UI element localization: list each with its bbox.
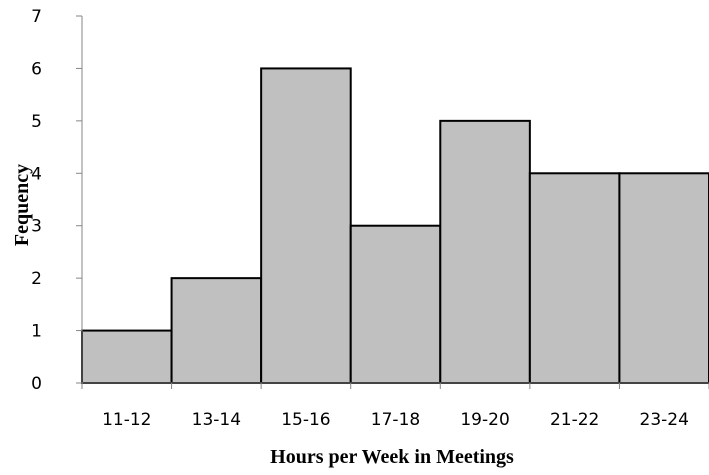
bar-11-12 (81, 329, 173, 385)
x-tick-label: 11-12 (102, 410, 151, 430)
bar-13-14 (170, 277, 263, 384)
bar-17-18 (349, 224, 442, 384)
x-tick-label: 13-14 (192, 410, 241, 430)
bar-19-20 (439, 119, 531, 384)
x-tick-label: 17-18 (371, 410, 420, 430)
bar-21-22 (528, 172, 621, 384)
y-tick-label: 1 (31, 322, 42, 342)
y-tick-label: 5 (31, 112, 42, 132)
x-axis-title: Hours per Week in Meetings (270, 446, 514, 468)
x-tick-label: 19-20 (460, 410, 509, 430)
x-tick-label: 23-24 (640, 410, 689, 430)
y-tick-label: 7 (31, 7, 42, 27)
x-ticks-layer: 11-12 13-14 15-16 17-18 19-20 21-22 23-24 (81, 383, 709, 430)
y-ticks-layer: 0 1 2 3 4 5 6 7 (31, 7, 82, 394)
bars-layer (81, 67, 709, 385)
y-tick-label: 6 (31, 59, 42, 79)
y-tick-label: 4 (31, 164, 42, 184)
bar-15-16 (260, 67, 352, 385)
y-tick-label: 3 (31, 217, 42, 237)
x-tick-label: 15-16 (281, 410, 330, 430)
y-tick-label: 0 (31, 374, 42, 394)
bar-23-24 (618, 172, 709, 384)
y-axis-title: Fequency (11, 164, 33, 246)
x-tick-label: 21-22 (550, 410, 599, 430)
y-tick-label: 2 (31, 269, 42, 289)
